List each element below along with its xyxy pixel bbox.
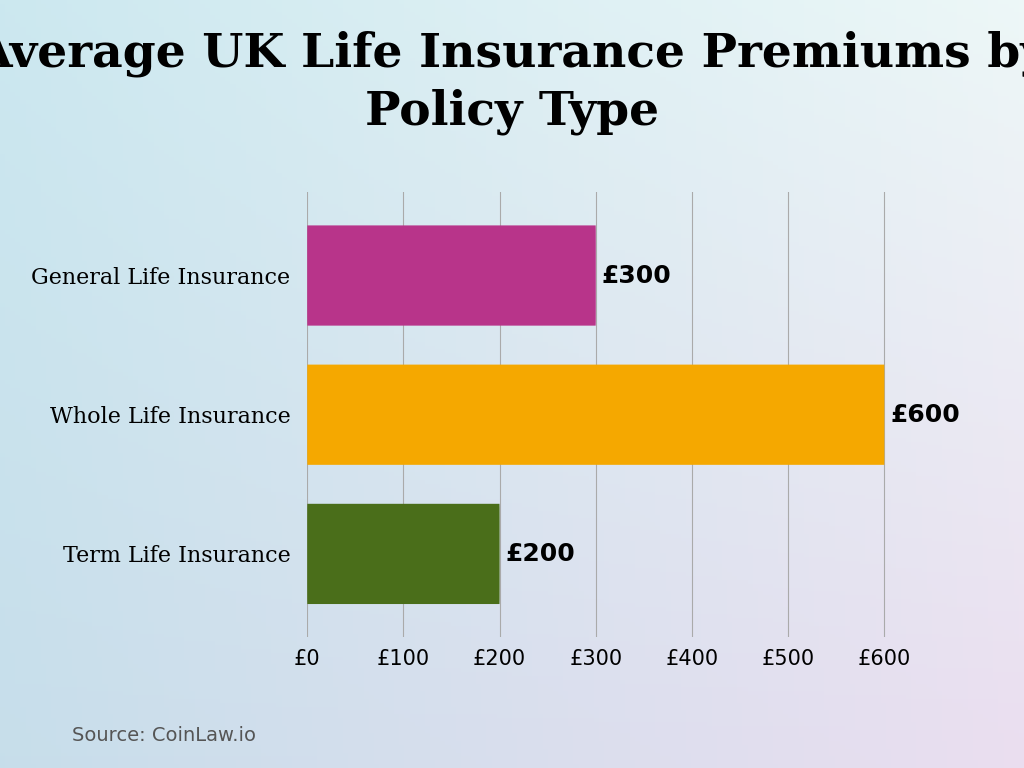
Text: Source: CoinLaw.io: Source: CoinLaw.io [72,726,256,745]
FancyBboxPatch shape [307,504,500,604]
FancyBboxPatch shape [307,226,596,326]
Text: Average UK Life Insurance Premiums by
Policy Type: Average UK Life Insurance Premiums by Po… [0,31,1024,134]
FancyBboxPatch shape [307,365,885,465]
Text: £300: £300 [601,263,672,287]
Text: £200: £200 [506,542,575,566]
Text: £600: £600 [890,402,959,427]
